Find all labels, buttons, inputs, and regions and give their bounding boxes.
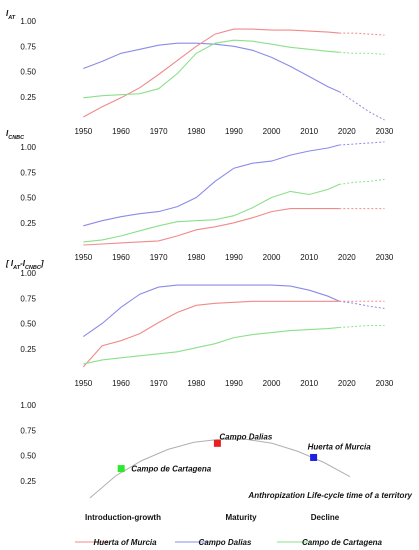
x-tick-label: 1950 <box>74 127 92 136</box>
series-projection-line-1 <box>339 141 385 146</box>
y-tick-label: 1.00 <box>20 269 36 278</box>
point-marker-1 <box>117 465 125 473</box>
series-line-3 <box>83 39 340 99</box>
y-axis-label-text: ICNBC <box>6 129 25 141</box>
point-label-3: Huerta of Murcia <box>308 442 372 451</box>
x-tick-label: 2020 <box>338 379 356 388</box>
x-tick-label: 1960 <box>112 253 130 262</box>
y-tick-label: 0.25 <box>20 477 36 486</box>
series-line-1 <box>83 144 340 227</box>
y-tick-label: 0.50 <box>20 68 36 77</box>
series-line-2 <box>83 208 340 246</box>
legend-label-3: Campo de Cartagena <box>302 538 383 547</box>
phase-label-2: Maturity <box>225 513 257 522</box>
y-tick-label: 0.25 <box>20 93 36 102</box>
x-tick-label: 2010 <box>300 379 318 388</box>
life-cycle-annotation: Anthropization Life-cycle time of a terr… <box>247 491 412 500</box>
x-tick-label: 1990 <box>225 253 243 262</box>
line-chart-panel-1: 0.25 0.50 0.75 1.00 1950 1960 1970 1980 1990 2000… <box>20 17 393 136</box>
series-line-3 <box>83 326 340 365</box>
series-line-2 <box>83 28 340 118</box>
series-projection-line-1 <box>339 300 385 309</box>
y-tick-label: 0.75 <box>20 294 36 303</box>
x-tick-label: 2030 <box>376 253 394 262</box>
y-tick-label: 0.25 <box>20 345 36 354</box>
point-label-2: Campo Dalias <box>219 432 272 441</box>
y-axis-label-1: IAT <box>6 9 16 21</box>
y-tick-label: 0.25 <box>20 219 36 228</box>
x-tick-label: 2000 <box>263 127 281 136</box>
y-tick-label: 1.00 <box>20 143 36 152</box>
legend: Huerta of Murcia Campo Dalias Campo de Car… <box>75 538 383 547</box>
y-axis-label-text: IAT <box>6 9 16 21</box>
y-tick-label: 1.00 <box>20 17 36 26</box>
x-tick-label: 2030 <box>376 127 394 136</box>
x-tick-label: 1990 <box>225 127 243 136</box>
line-chart-panel-3: 0.25 0.50 0.75 1.00 1950 1960 1970 1980 1990 2000… <box>20 269 393 388</box>
x-tick-label: 1970 <box>150 379 168 388</box>
x-tick-label: 2010 <box>300 253 318 262</box>
series-projection-line-2 <box>339 32 385 36</box>
series-line-1 <box>83 42 340 93</box>
series-line-1 <box>82 284 340 338</box>
x-tick-label: 1950 <box>74 253 92 262</box>
x-tick-label: 1980 <box>187 127 205 136</box>
legend-label-2: Campo Dalias <box>199 538 252 547</box>
y-axis-label-text: [ IAT-ICNBC] <box>5 259 44 271</box>
series-projection-line-3 <box>339 178 385 185</box>
y-tick-label: 0.50 <box>20 452 36 461</box>
y-axis-label-3: [ IAT-ICNBC] <box>5 259 44 271</box>
x-tick-label: 1980 <box>187 379 205 388</box>
x-tick-label: 1950 <box>74 379 92 388</box>
phase-label-3: Decline <box>311 513 340 522</box>
legend-label-1: Huerta of Murcia <box>93 538 157 547</box>
x-tick-label: 2000 <box>263 253 281 262</box>
y-tick-label: 0.75 <box>20 168 36 177</box>
series-line-3 <box>83 183 340 243</box>
series-line-2 <box>82 300 340 368</box>
x-tick-label: 1970 <box>150 253 168 262</box>
y-axis-label-2: ICNBC <box>6 129 25 141</box>
y-tick-label: 0.50 <box>20 320 36 329</box>
series-projection-line-1 <box>339 91 385 121</box>
x-tick-label: 2030 <box>376 379 394 388</box>
phase-label-1: Introduction-growth <box>85 513 161 522</box>
point-label-1: Campo de Cartagena <box>131 465 212 474</box>
y-tick-label: 0.75 <box>20 42 36 51</box>
series-projection-line-3 <box>339 51 385 55</box>
x-tick-label: 1990 <box>225 379 243 388</box>
x-tick-label: 1980 <box>187 253 205 262</box>
y-tick-label: 1.00 <box>20 401 36 410</box>
x-tick-label: 2010 <box>300 127 318 136</box>
y-tick-label: 0.75 <box>20 426 36 435</box>
x-tick-label: 2020 <box>338 127 356 136</box>
life-cycle-panel: 0.25 0.50 0.75 1.00 Campo de Cartagena Campo … <box>20 401 412 522</box>
chart-layer: 0.25 0.50 0.75 1.00 1950 1960 1970 1980 1990 2000… <box>5 9 413 547</box>
point-marker-3 <box>310 453 318 461</box>
line-chart-panel-2: 0.25 0.50 0.75 1.00 1950 1960 1970 1980 1990 2000… <box>20 141 394 262</box>
series-projection-line-3 <box>339 325 385 328</box>
x-tick-label: 1960 <box>112 379 130 388</box>
x-tick-label: 1970 <box>150 127 168 136</box>
x-tick-label: 1960 <box>112 127 130 136</box>
point-marker-2 <box>213 439 221 447</box>
life-cycle-curve <box>89 438 351 499</box>
y-tick-label: 0.50 <box>20 194 36 203</box>
x-tick-label: 2000 <box>263 379 281 388</box>
x-tick-label: 2020 <box>338 253 356 262</box>
